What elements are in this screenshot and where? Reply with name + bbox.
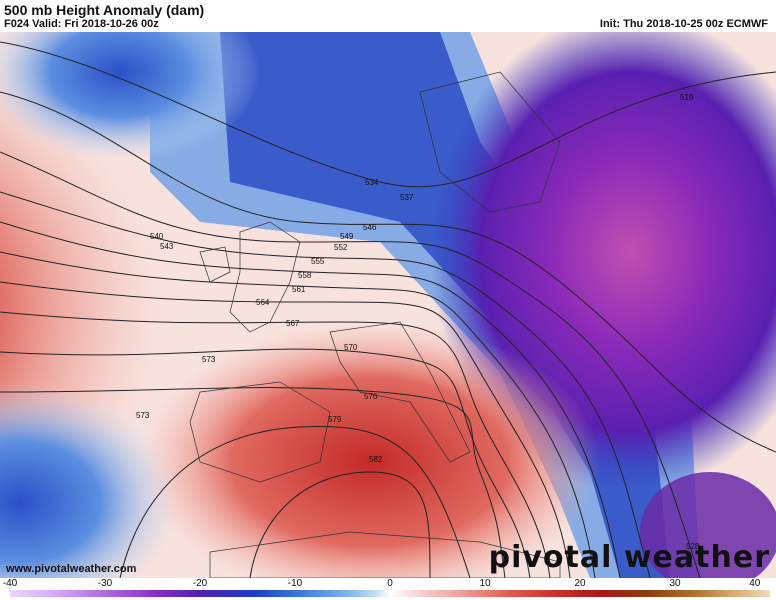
- blue-northwest: [0, 32, 260, 162]
- contour-label: 564: [256, 298, 270, 307]
- contour-label: 561: [292, 285, 306, 294]
- colorbar-gradient: [10, 590, 770, 597]
- contour-label: 537: [400, 193, 414, 202]
- contour-label: 519: [680, 93, 694, 102]
- coastlines: [189, 71, 561, 578]
- contour-label: 558: [298, 271, 312, 280]
- contour-label: 528: [686, 542, 700, 551]
- contour-label: 555: [311, 257, 325, 266]
- colorbar-tick: 10: [479, 578, 491, 589]
- contour-label: 582: [369, 455, 383, 464]
- colorbar-tick: -30: [97, 578, 113, 589]
- valid-time: F024 Valid: Fri 2018-10-26 00z: [4, 18, 159, 30]
- strong-negative-band: [220, 32, 670, 578]
- colorbar-tick: 30: [669, 578, 681, 589]
- brand-logo: pivotal weather: [488, 540, 770, 575]
- colorbar-tick: 40: [749, 578, 761, 589]
- contour-label: 573: [202, 355, 216, 364]
- colorbar: -40 -30 -20 -10 0 10 20 30 40: [3, 578, 770, 600]
- contour-label: 543: [160, 242, 174, 251]
- red-ridge-mediterranean: [140, 322, 600, 578]
- contour-label: 567: [286, 319, 300, 328]
- contour-label: 579: [328, 415, 342, 424]
- contour-label: 534: [365, 178, 379, 187]
- contour-label: 546: [363, 223, 377, 232]
- init-time: Init: Thu 2018-10-25 00z ECMWF: [599, 18, 768, 30]
- contour-label: 552: [334, 243, 348, 252]
- height-contours: [0, 41, 776, 578]
- contour-label: 549: [340, 232, 354, 241]
- contour-label: 570: [344, 343, 358, 352]
- contour-labels: 519 528 534 537 540 543 546 549 552 555 …: [136, 93, 700, 551]
- colorbar-tick: -40: [2, 578, 18, 589]
- blue-southwest: [0, 382, 180, 578]
- colorbar-tick: 0: [387, 578, 393, 589]
- anomaly-map: 519 528 534 537 540 543 546 549 552 555 …: [0, 32, 776, 578]
- colorbar-tick: 20: [574, 578, 586, 589]
- site-url: www.pivotalweather.com: [6, 563, 137, 575]
- colorbar-tick: -10: [287, 578, 303, 589]
- contour-label: 573: [136, 411, 150, 420]
- colorbar-tick: -20: [192, 578, 208, 589]
- contour-label: 540: [150, 232, 164, 241]
- contour-label: 576: [364, 392, 378, 401]
- map-header: 500 mb Height Anomaly (dam) F024 Valid: …: [0, 0, 776, 32]
- map-title: 500 mb Height Anomaly (dam): [4, 2, 205, 18]
